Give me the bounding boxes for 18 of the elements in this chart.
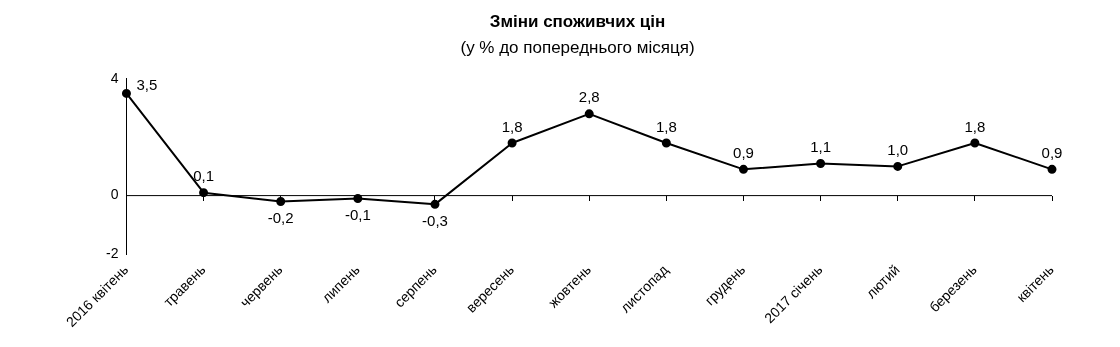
y-tick-label: -2 [106,244,119,261]
chart-title: Зміни споживчих цін [489,11,666,31]
data-label: 1,8 [964,117,986,135]
y-tick-label: 0 [110,186,119,203]
data-label: 1,1 [810,138,832,156]
data-label: 1,8 [655,117,677,135]
data-label: 1,0 [887,141,909,159]
data-label: -0,2 [267,209,294,227]
data-label: -0,1 [344,206,371,224]
data-label: 0,9 [1041,143,1063,161]
data-label: 0,9 [733,143,754,161]
data-label: 3,5 [136,75,158,93]
chart-subtitle: (у % до попереднього місяця) [460,38,695,58]
data-label: -0,3 [422,212,448,229]
data-label: 2,8 [578,88,600,106]
y-tick-label: 4 [110,69,119,86]
data-label: 1,8 [501,117,523,135]
data-label: 0,1 [193,167,215,185]
